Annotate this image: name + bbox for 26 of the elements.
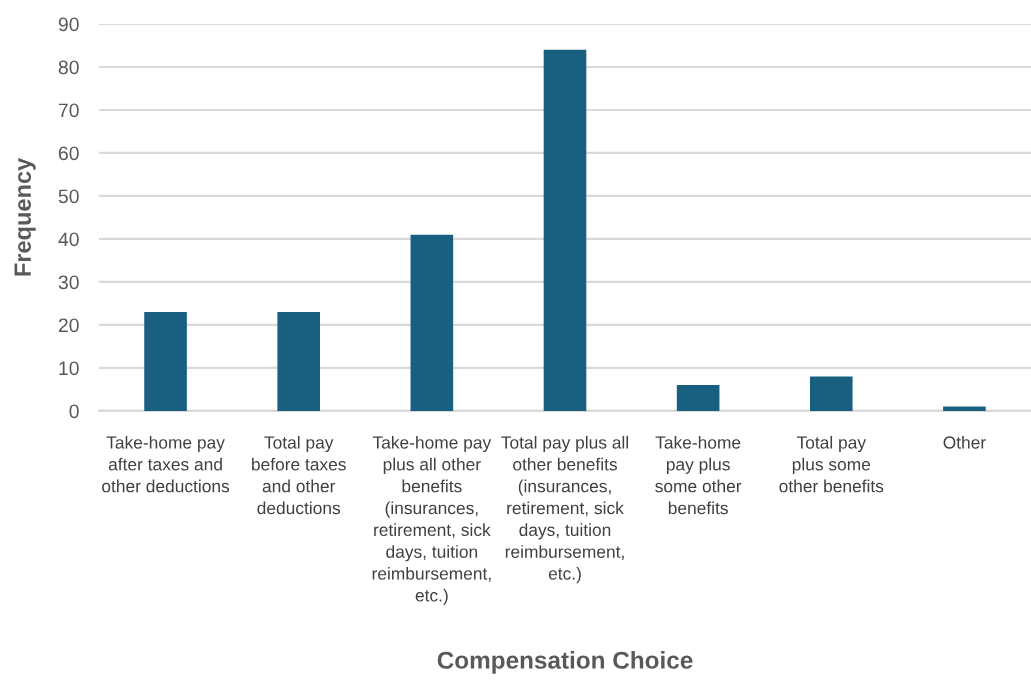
x-tick-label: Take-home pay plus all other benefits (insurances, retirement, sick days, tuition reimbursement, etc.) (372, 435, 492, 606)
x-tick-label: Total pay plus some other benefits (779, 435, 884, 493)
y-tick-label: 10 (59, 361, 79, 376)
y-tick-label: 90 (58, 17, 79, 32)
x-tick-label: Other (943, 435, 986, 449)
bar (144, 312, 187, 411)
y-tick-label: 80 (58, 60, 79, 75)
bar (410, 234, 454, 411)
bar (809, 376, 853, 411)
y-tick-label: 50 (58, 189, 79, 204)
y-tick-label: 30 (58, 275, 79, 290)
bar (943, 406, 986, 411)
y-tick-label: 60 (58, 146, 79, 161)
x-tick-label: Take-home pay after taxes and other deductions (102, 435, 230, 493)
y-axis-title: Frequency (14, 157, 36, 276)
y-tick-label: 40 (58, 232, 79, 247)
y-tick-label: 70 (58, 103, 79, 118)
y-tick-label: 20 (58, 318, 79, 333)
bar (543, 49, 587, 411)
bar (277, 312, 320, 411)
bar (676, 385, 720, 411)
y-tick-label: 0 (69, 404, 79, 419)
x-tick-label: Total pay before taxes and other deductions (252, 435, 346, 515)
x-tick-label: Total pay plus all other benefits (insurances, retirement, sick days, tuition reimbursement, etc.) (501, 435, 628, 584)
x-axis-title: Compensation Choice (437, 650, 693, 674)
x-tick-label: Take-home pay plus some other benefits (655, 435, 742, 515)
